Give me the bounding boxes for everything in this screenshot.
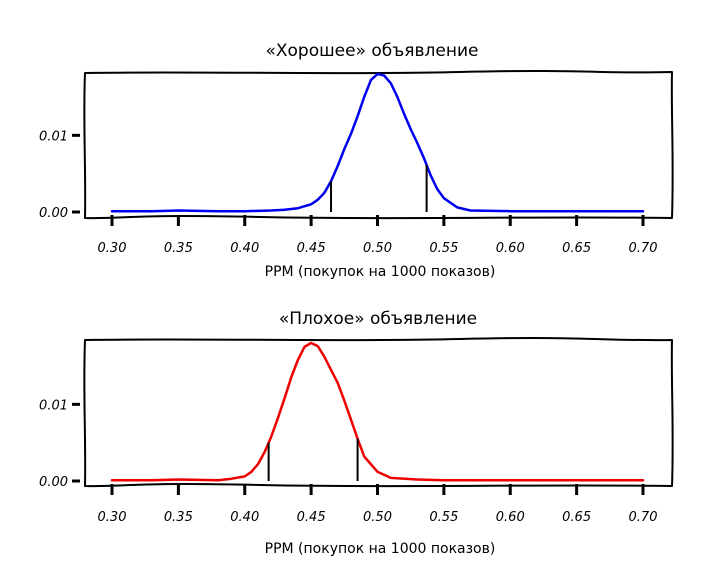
x-tick-label: 0.35 xyxy=(164,510,193,525)
x-tick-label: 0.70 xyxy=(629,241,658,256)
plot-frame xyxy=(83,70,674,220)
x-tick-label: 0.55 xyxy=(429,241,458,256)
x-tick-label: 0.35 xyxy=(164,241,193,256)
plot-frame xyxy=(83,337,674,488)
x-tick-label: 0.45 xyxy=(297,241,326,256)
y-tick-label: 0.01 xyxy=(39,129,68,144)
x-tick-label: 0.55 xyxy=(429,510,458,525)
x-tick-label: 0.50 xyxy=(363,241,392,256)
x-axis-label: PPM (покупок на 1000 показов) xyxy=(265,264,496,280)
chart-title: «Плохое» объявление xyxy=(279,309,477,329)
series-line xyxy=(110,341,645,482)
chart-good-ad: «Хорошее» объявление 0.30 0.35 0.40 0.45 0.5… xyxy=(39,41,674,280)
x-tick-label: 0.65 xyxy=(562,510,591,525)
chart-title: «Хорошее» объявление xyxy=(265,41,478,61)
x-axis-label: PPM (покупок на 1000 показов) xyxy=(265,541,496,557)
y-tick-label: 0.01 xyxy=(39,398,68,413)
x-tick-label: 0.60 xyxy=(496,241,525,256)
x-tick-label: 0.70 xyxy=(629,510,658,525)
x-tick-label: 0.40 xyxy=(230,510,259,525)
x-tick-label: 0.40 xyxy=(230,241,259,256)
x-tick-label: 0.30 xyxy=(98,241,127,256)
x-tick-label: 0.50 xyxy=(363,510,392,525)
series-line xyxy=(110,72,645,213)
x-tick-label: 0.30 xyxy=(98,510,127,525)
y-tick-label: 0.00 xyxy=(39,475,68,490)
x-tick-label: 0.65 xyxy=(562,241,591,256)
y-tick-label: 0.00 xyxy=(39,206,68,221)
chart-bad-ad: «Плохое» объявление 0.30 0.35 0.40 0.45 0.50… xyxy=(39,309,674,557)
x-tick-label: 0.45 xyxy=(297,510,326,525)
x-tick-label: 0.60 xyxy=(496,510,525,525)
